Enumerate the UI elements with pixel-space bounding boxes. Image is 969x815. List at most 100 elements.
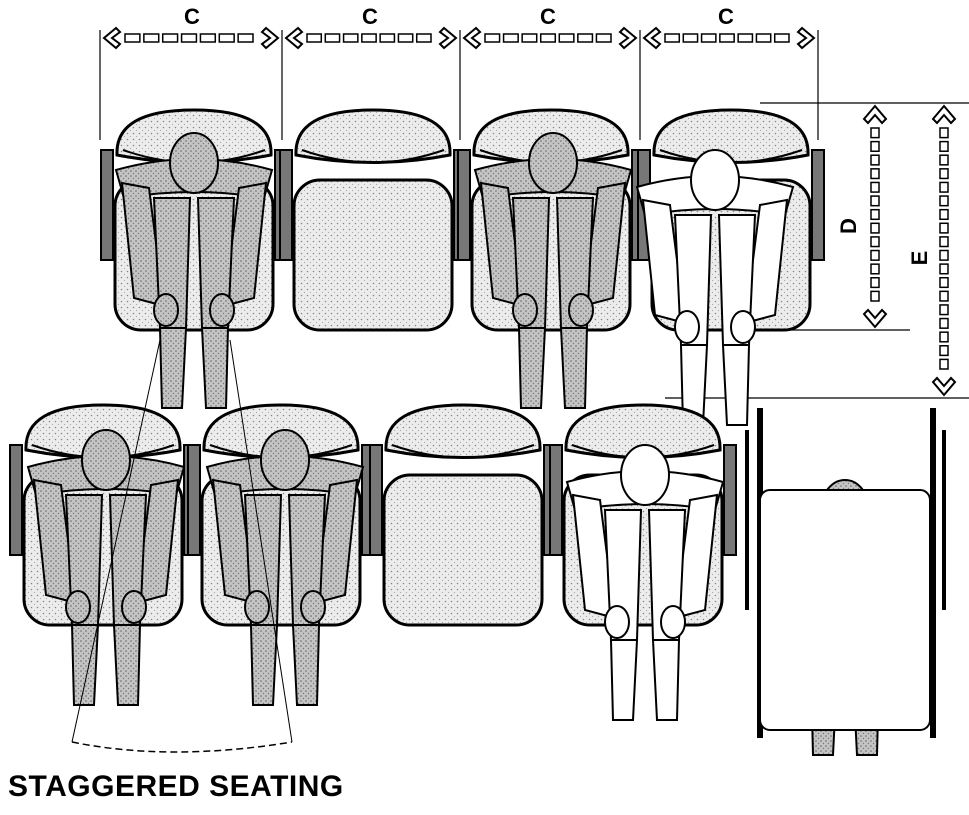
left-shin (609, 639, 639, 721)
dash-segment (664, 33, 681, 43)
dash-segment (870, 208, 880, 221)
dash-segment (870, 168, 880, 180)
head (528, 132, 578, 194)
dash-segment (324, 33, 341, 43)
dash-segment (939, 263, 949, 275)
head (620, 444, 670, 506)
dash-segment (939, 154, 949, 166)
left-shin (158, 327, 188, 409)
right-shin (291, 624, 321, 706)
dash-segment (361, 33, 377, 43)
right-hand (209, 293, 235, 327)
left-shin (70, 624, 100, 706)
armrest (279, 149, 293, 261)
dash-segment (755, 33, 772, 43)
width-dimension-label: C (540, 4, 556, 29)
right-hand (300, 590, 326, 624)
arrow-up (931, 104, 957, 125)
armrest (457, 149, 471, 261)
right-hand (730, 310, 756, 344)
width-dimension (102, 26, 280, 50)
armrest (369, 444, 383, 556)
head (690, 149, 740, 211)
vertical-dimension (931, 104, 957, 397)
head (81, 429, 131, 491)
dash-segment (719, 33, 735, 43)
arrow-left (102, 26, 122, 50)
dash-segment (484, 33, 501, 43)
left-hand (604, 605, 630, 639)
arrow-right (796, 26, 816, 50)
left-hand (244, 590, 270, 624)
arrow-left (284, 26, 304, 50)
right-hand (121, 590, 147, 624)
armrest (100, 149, 114, 261)
armrest (723, 444, 737, 556)
row-spacing-dimension-label: E (907, 251, 932, 266)
dash-segment (870, 127, 880, 139)
dash-segment (870, 263, 880, 275)
sight-line (71, 339, 161, 743)
dash-segment (415, 33, 432, 43)
right-hand (660, 605, 686, 639)
dash-segment (939, 331, 949, 343)
seated-person-light (635, 149, 795, 426)
dash-segment (939, 127, 949, 139)
dash-segment (939, 168, 949, 180)
width-dimension-label: C (184, 4, 200, 29)
dash-segment (870, 290, 880, 302)
dash-segment (870, 154, 880, 166)
front-row-seats (100, 108, 825, 426)
seated-person-light (565, 444, 725, 721)
head (260, 429, 310, 491)
diagram-title: STAGGERED SEATING (8, 770, 344, 803)
seat (279, 108, 467, 332)
dash-segment (939, 345, 949, 357)
dash-segment (939, 195, 949, 207)
dash-segment (342, 33, 359, 43)
dash-segment (773, 33, 790, 43)
dash-segment (379, 33, 396, 43)
left-hand (153, 293, 179, 327)
armrest (9, 444, 23, 556)
seat-back-edge (301, 149, 445, 164)
dash-segment (939, 236, 949, 248)
dash-segment (870, 249, 880, 261)
dash-segment (939, 249, 949, 261)
vertical-dimension (862, 104, 888, 329)
dash-segment (939, 222, 949, 234)
dash-segment (180, 33, 198, 43)
dash-segment (143, 33, 160, 43)
right-shin (559, 327, 589, 409)
width-dimension (462, 26, 638, 50)
dash-segment (199, 33, 217, 43)
arrow-right (618, 26, 638, 50)
dash-segment (521, 33, 538, 43)
left-shin (517, 327, 547, 409)
left-hand (674, 310, 700, 344)
dash-segment (237, 33, 254, 43)
arrow-down (862, 308, 888, 329)
sight-line-arc (71, 741, 293, 753)
left-hand (65, 590, 91, 624)
dash-segment (870, 277, 880, 289)
dash-segment (124, 33, 141, 43)
depth-dimension-group: D E (665, 102, 969, 399)
width-dimension-label: C (362, 4, 378, 29)
dash-segment (939, 276, 949, 289)
dash-segment (737, 33, 754, 43)
dash-segment (870, 140, 880, 152)
arrow-left (642, 26, 662, 50)
right-shin (112, 624, 142, 706)
dash-segment (939, 140, 949, 152)
dash-segment (577, 33, 594, 43)
wheelchair (745, 408, 946, 738)
dash-segment (939, 358, 949, 370)
dash-segment (595, 33, 612, 43)
dash-segment (939, 317, 949, 329)
dash-segment (161, 33, 179, 43)
right-hand (568, 293, 594, 327)
left-shin (249, 624, 279, 706)
right-shin (721, 344, 751, 426)
